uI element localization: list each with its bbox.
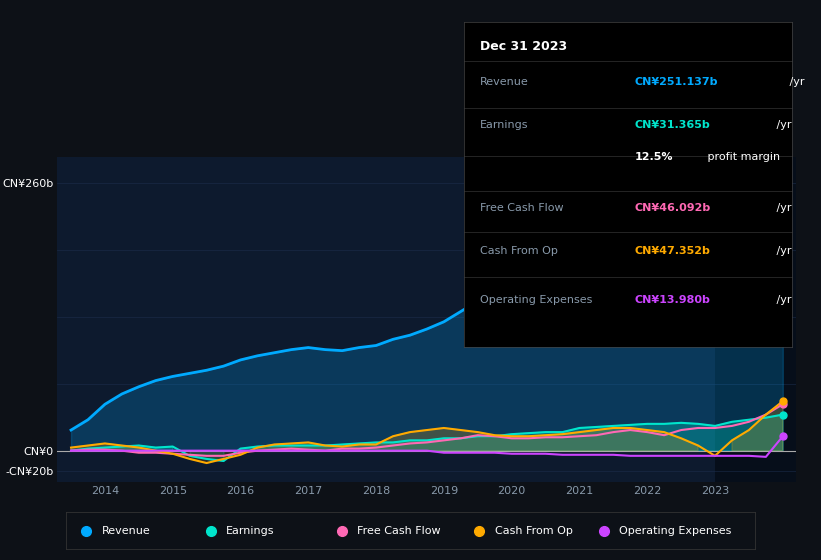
Text: 12.5%: 12.5% <box>635 152 673 162</box>
Text: Free Cash Flow: Free Cash Flow <box>480 203 564 213</box>
Text: Dec 31 2023: Dec 31 2023 <box>480 40 567 53</box>
Text: Cash From Op: Cash From Op <box>480 246 558 256</box>
Text: CN¥251.137b: CN¥251.137b <box>635 77 718 87</box>
Text: /yr: /yr <box>773 203 791 213</box>
Text: CN¥13.980b: CN¥13.980b <box>635 295 710 305</box>
Text: CN¥47.352b: CN¥47.352b <box>635 246 710 256</box>
Text: Operating Expenses: Operating Expenses <box>619 526 732 535</box>
Text: Revenue: Revenue <box>102 526 150 535</box>
Text: /yr: /yr <box>773 120 791 130</box>
Text: Operating Expenses: Operating Expenses <box>480 295 593 305</box>
Text: Revenue: Revenue <box>480 77 529 87</box>
Text: Earnings: Earnings <box>480 120 529 130</box>
Bar <box>715 157 796 482</box>
Text: CN¥46.092b: CN¥46.092b <box>635 203 711 213</box>
Text: Cash From Op: Cash From Op <box>494 526 572 535</box>
Text: CN¥31.365b: CN¥31.365b <box>635 120 710 130</box>
Text: Earnings: Earnings <box>226 526 274 535</box>
Text: Free Cash Flow: Free Cash Flow <box>356 526 440 535</box>
Text: /yr: /yr <box>773 295 791 305</box>
Text: /yr: /yr <box>787 77 805 87</box>
Text: profit margin: profit margin <box>704 152 780 162</box>
Text: /yr: /yr <box>773 246 791 256</box>
